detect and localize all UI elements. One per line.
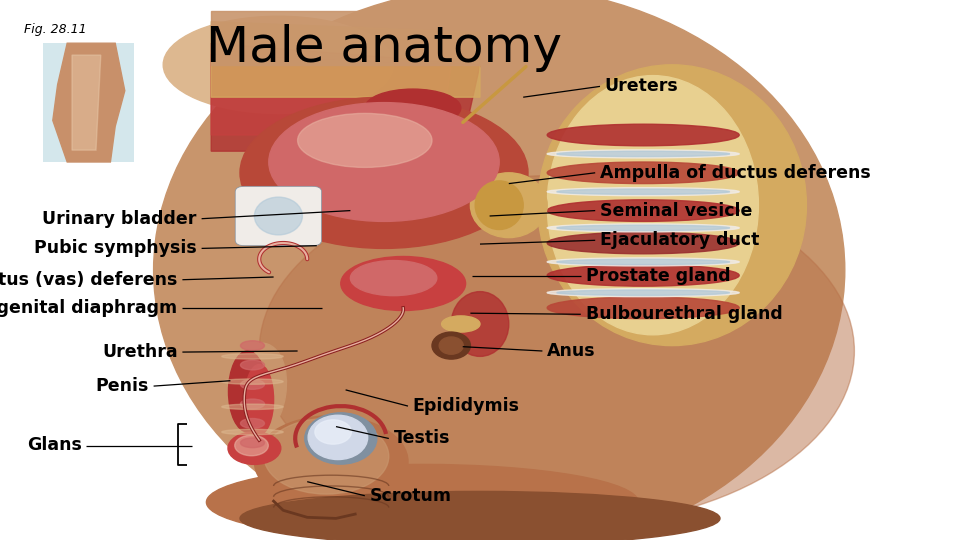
Polygon shape bbox=[53, 43, 125, 162]
Ellipse shape bbox=[240, 399, 265, 409]
Text: Bulbourethral gland: Bulbourethral gland bbox=[586, 305, 782, 323]
Ellipse shape bbox=[240, 380, 265, 389]
Ellipse shape bbox=[547, 76, 758, 335]
Ellipse shape bbox=[259, 176, 854, 526]
Ellipse shape bbox=[475, 181, 523, 230]
Text: Urethra: Urethra bbox=[102, 343, 178, 361]
Polygon shape bbox=[211, 43, 480, 151]
Ellipse shape bbox=[264, 418, 389, 494]
Ellipse shape bbox=[557, 189, 730, 194]
Bar bbox=[19, 40, 158, 165]
Ellipse shape bbox=[240, 491, 720, 540]
Text: Scrotum: Scrotum bbox=[370, 487, 451, 505]
Ellipse shape bbox=[245, 364, 274, 435]
Ellipse shape bbox=[350, 260, 437, 296]
Text: Urogenital diaphragm: Urogenital diaphragm bbox=[0, 299, 178, 317]
Ellipse shape bbox=[451, 292, 509, 356]
Ellipse shape bbox=[547, 232, 739, 254]
Ellipse shape bbox=[222, 429, 283, 435]
Ellipse shape bbox=[547, 288, 739, 297]
Ellipse shape bbox=[223, 343, 286, 445]
Ellipse shape bbox=[365, 89, 461, 127]
Polygon shape bbox=[211, 54, 451, 135]
FancyBboxPatch shape bbox=[235, 186, 322, 246]
Ellipse shape bbox=[163, 16, 394, 113]
Text: Male anatomy: Male anatomy bbox=[206, 24, 563, 72]
Polygon shape bbox=[72, 55, 101, 150]
Ellipse shape bbox=[557, 290, 730, 295]
Ellipse shape bbox=[470, 173, 547, 238]
Text: Ampulla of ductus deferens: Ampulla of ductus deferens bbox=[600, 164, 871, 182]
Ellipse shape bbox=[547, 297, 739, 319]
Bar bbox=[43, 43, 134, 162]
Ellipse shape bbox=[442, 316, 480, 332]
Text: Pubic symphysis: Pubic symphysis bbox=[34, 239, 197, 258]
Text: Ejaculatory duct: Ejaculatory duct bbox=[600, 231, 759, 249]
Ellipse shape bbox=[206, 464, 638, 540]
Ellipse shape bbox=[547, 150, 739, 158]
Text: Ureters: Ureters bbox=[605, 77, 679, 96]
Ellipse shape bbox=[240, 341, 265, 350]
Ellipse shape bbox=[547, 187, 739, 195]
Text: Glans: Glans bbox=[27, 436, 82, 455]
Ellipse shape bbox=[298, 113, 432, 167]
Ellipse shape bbox=[234, 435, 268, 456]
Ellipse shape bbox=[240, 97, 528, 248]
Ellipse shape bbox=[254, 416, 408, 508]
Ellipse shape bbox=[547, 224, 739, 232]
Ellipse shape bbox=[228, 432, 280, 464]
Ellipse shape bbox=[538, 65, 806, 346]
Text: Epididymis: Epididymis bbox=[413, 397, 519, 415]
Ellipse shape bbox=[432, 332, 470, 359]
Text: Anus: Anus bbox=[547, 342, 596, 360]
Ellipse shape bbox=[547, 124, 739, 146]
Ellipse shape bbox=[308, 415, 368, 460]
Ellipse shape bbox=[222, 379, 283, 384]
Text: Penis: Penis bbox=[95, 377, 149, 395]
Text: Fig. 28.11: Fig. 28.11 bbox=[24, 23, 86, 37]
Polygon shape bbox=[211, 22, 480, 97]
Ellipse shape bbox=[269, 103, 499, 221]
Ellipse shape bbox=[315, 420, 351, 444]
Polygon shape bbox=[211, 11, 480, 65]
Text: Seminal vesicle: Seminal vesicle bbox=[600, 201, 753, 220]
Text: Prostate gland: Prostate gland bbox=[586, 267, 731, 286]
Ellipse shape bbox=[557, 151, 730, 157]
Ellipse shape bbox=[228, 351, 267, 432]
Ellipse shape bbox=[254, 197, 302, 235]
Ellipse shape bbox=[341, 256, 466, 310]
Text: Urinary bladder: Urinary bladder bbox=[42, 210, 197, 228]
Ellipse shape bbox=[240, 360, 265, 370]
Ellipse shape bbox=[547, 200, 739, 221]
Ellipse shape bbox=[240, 418, 265, 428]
Text: Ductus (vas) deferens: Ductus (vas) deferens bbox=[0, 271, 178, 289]
Ellipse shape bbox=[304, 413, 376, 464]
Ellipse shape bbox=[222, 354, 283, 359]
Ellipse shape bbox=[547, 162, 739, 184]
Ellipse shape bbox=[557, 225, 730, 231]
Ellipse shape bbox=[557, 259, 730, 265]
Ellipse shape bbox=[547, 258, 739, 266]
Ellipse shape bbox=[547, 265, 739, 286]
Ellipse shape bbox=[154, 0, 845, 540]
Ellipse shape bbox=[222, 404, 283, 409]
Ellipse shape bbox=[439, 337, 464, 354]
Ellipse shape bbox=[240, 438, 265, 448]
Text: Testis: Testis bbox=[394, 429, 450, 448]
